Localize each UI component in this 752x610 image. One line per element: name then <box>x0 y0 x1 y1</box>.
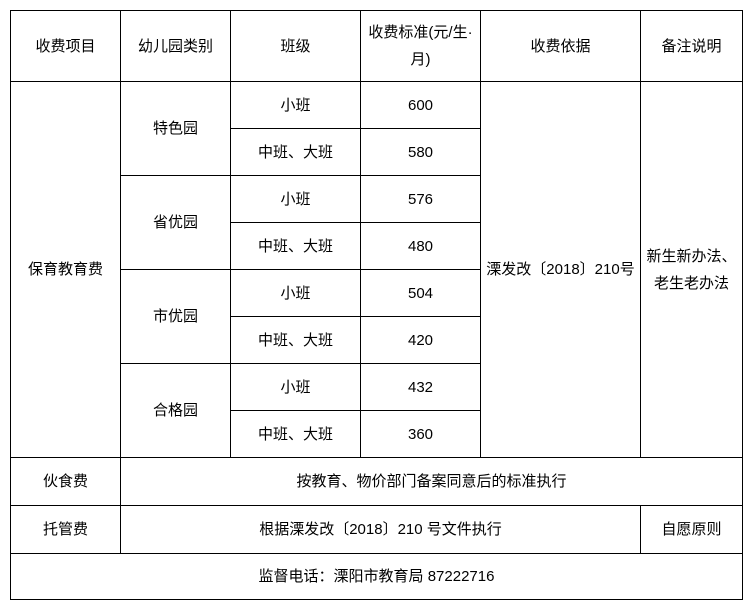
price-value: 504 <box>361 270 481 317</box>
care-fee-label: 托管费 <box>11 506 121 554</box>
header-remark: 备注说明 <box>641 11 743 82</box>
fee-table: 收费项目 幼儿园类别 班级 收费标准(元/生·月) 收费依据 备注说明 保育教育… <box>10 10 743 600</box>
price-value: 420 <box>361 317 481 364</box>
care-fee-content: 根据溧发改〔2018〕210 号文件执行 <box>121 506 641 554</box>
price-value: 432 <box>361 364 481 411</box>
meal-fee-row: 伙食费 按教育、物价部门备案同意后的标准执行 <box>11 458 743 506</box>
table-row: 保育教育费 特色园 小班 600 溧发改〔2018〕210号 新生新办法、老生老… <box>11 82 743 129</box>
class-name: 小班 <box>231 82 361 129</box>
meal-fee-label: 伙食费 <box>11 458 121 506</box>
price-value: 576 <box>361 176 481 223</box>
class-name: 小班 <box>231 176 361 223</box>
header-category: 幼儿园类别 <box>121 11 231 82</box>
class-name: 小班 <box>231 270 361 317</box>
class-name: 中班、大班 <box>231 129 361 176</box>
price-value: 580 <box>361 129 481 176</box>
footer-row: 监督电话：溧阳市教育局 87222716 <box>11 554 743 600</box>
header-basis: 收费依据 <box>481 11 641 82</box>
class-name: 中班、大班 <box>231 223 361 270</box>
header-item: 收费项目 <box>11 11 121 82</box>
table-header-row: 收费项目 幼儿园类别 班级 收费标准(元/生·月) 收费依据 备注说明 <box>11 11 743 82</box>
edu-fee-remark: 新生新办法、老生老办法 <box>641 82 743 458</box>
price-value: 480 <box>361 223 481 270</box>
class-name: 小班 <box>231 364 361 411</box>
category-name: 特色园 <box>121 82 231 176</box>
meal-fee-content: 按教育、物价部门备案同意后的标准执行 <box>121 458 743 506</box>
header-class: 班级 <box>231 11 361 82</box>
category-name: 市优园 <box>121 270 231 364</box>
category-name: 合格园 <box>121 364 231 458</box>
class-name: 中班、大班 <box>231 317 361 364</box>
class-name: 中班、大班 <box>231 411 361 458</box>
header-price: 收费标准(元/生·月) <box>361 11 481 82</box>
price-value: 600 <box>361 82 481 129</box>
care-fee-row: 托管费 根据溧发改〔2018〕210 号文件执行 自愿原则 <box>11 506 743 554</box>
price-value: 360 <box>361 411 481 458</box>
care-fee-remark: 自愿原则 <box>641 506 743 554</box>
footer-text: 监督电话：溧阳市教育局 87222716 <box>11 554 743 600</box>
category-name: 省优园 <box>121 176 231 270</box>
edu-fee-label: 保育教育费 <box>11 82 121 458</box>
edu-fee-basis: 溧发改〔2018〕210号 <box>481 82 641 458</box>
